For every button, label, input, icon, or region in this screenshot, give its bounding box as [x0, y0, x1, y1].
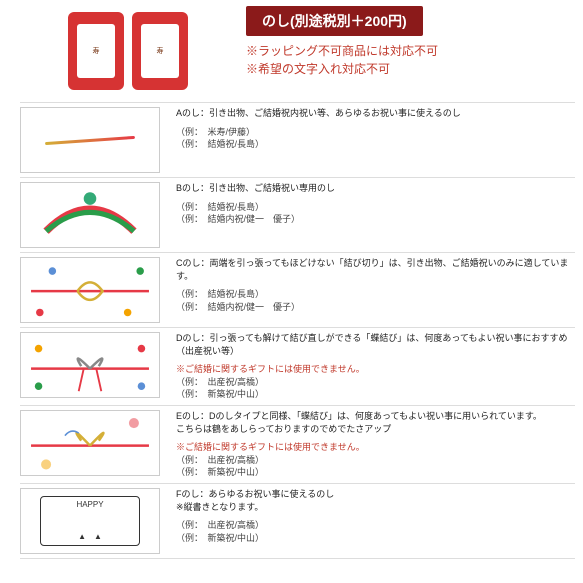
- option-e-ex1: （例： 出産祝/高橋）: [176, 454, 575, 467]
- option-d-ex2: （例： 新築祝/中山）: [176, 388, 575, 401]
- header: 寿 寿 のし(別途税別＋200円) ※ラッピング不可商品には対応不可 ※希望の文…: [0, 0, 583, 100]
- option-a-text: Aのし：引き出物、ご結婚祝内祝い等、あらゆるお祝い事に使えるのし: [176, 107, 575, 120]
- wedding-noshi-icon: [21, 181, 159, 250]
- option-b-desc: Bのし：引き出物、ご結婚祝い専用のし （例： 結婚祝/長島） （例： 結婚内祝/…: [160, 182, 575, 226]
- option-e-warning: ※ご結婚に関するギフトには使用できません。: [176, 441, 575, 454]
- decoration-triangles: ▲ ▲: [78, 531, 102, 542]
- option-f-thumb: HAPPY ▲ ▲: [20, 488, 160, 554]
- option-d-desc: Dのし：引っ張っても解けて結び直しができる「蝶結び」は、何度あってもよい祝い事に…: [160, 332, 575, 401]
- option-a: Aのし：引き出物、ご結婚祝内祝い等、あらゆるお祝い事に使えるのし （例： 米寿/…: [20, 102, 575, 177]
- option-e-thumb: [20, 410, 160, 476]
- price-badge: のし(別途税別＋200円): [246, 6, 423, 36]
- option-a-ex1: （例： 米寿/伊藤）: [176, 126, 575, 139]
- option-e-desc: Eのし：Dのしタイプと同様、「蝶結び」は、何度あってもよい祝い事に用いられていま…: [160, 410, 575, 479]
- option-a-thumb: [20, 107, 160, 173]
- option-c-text: Cのし：両端を引っ張ってもほどけない「結び切り」は、引き出物、ご結婚祝いのみに適…: [176, 257, 575, 282]
- option-a-ex2: （例： 結婚祝/長島）: [176, 138, 575, 151]
- happy-label: HAPPY: [76, 500, 103, 509]
- product-photo: 寿 寿: [28, 6, 228, 96]
- musubi-kiri-icon: [45, 139, 135, 142]
- gift-box-left-label: 寿: [77, 24, 115, 78]
- option-c-ex1: （例： 結婚祝/長島）: [176, 288, 575, 301]
- option-b-text: Bのし：引き出物、ご結婚祝い専用のし: [176, 182, 575, 195]
- happy-frame-icon: HAPPY ▲ ▲: [40, 496, 140, 546]
- option-b-ex2: （例： 結婚内祝/健一 優子）: [176, 213, 575, 226]
- option-e-text: Eのし：Dのしタイプと同様、「蝶結び」は、何度あってもよい祝い事に用いられていま…: [176, 410, 575, 435]
- option-e-ex2: （例： 新築祝/中山）: [176, 466, 575, 479]
- noshi-options-list: Aのし：引き出物、ご結婚祝内祝い等、あらゆるお祝い事に使えるのし （例： 米寿/…: [0, 100, 583, 567]
- gift-box-left: 寿: [68, 12, 124, 90]
- choumusubi-crane-icon: [21, 408, 159, 477]
- option-f-ex2: （例： 新築祝/中山）: [176, 532, 575, 545]
- warning-2: ※希望の文字入れ対応不可: [246, 60, 575, 78]
- warning-1: ※ラッピング不可商品には対応不可: [246, 42, 575, 60]
- choumusubi-icon: [21, 331, 159, 400]
- option-d: Dのし：引っ張っても解けて結び直しができる「蝶結び」は、何度あってもよい祝い事に…: [20, 327, 575, 405]
- option-b-thumb: [20, 182, 160, 248]
- option-b: Bのし：引き出物、ご結婚祝い専用のし （例： 結婚祝/長島） （例： 結婚内祝/…: [20, 177, 575, 252]
- musubikiri-icon: [21, 256, 159, 325]
- option-f: HAPPY ▲ ▲ Fのし：あらゆるお祝い事に使えるのし ※縦書きとなります。 …: [20, 483, 575, 559]
- option-d-thumb: [20, 332, 160, 398]
- option-f-desc: Fのし：あらゆるお祝い事に使えるのし ※縦書きとなります。 （例： 出産祝/高橋…: [160, 488, 575, 544]
- gift-box-right: 寿: [132, 12, 188, 90]
- option-a-desc: Aのし：引き出物、ご結婚祝内祝い等、あらゆるお祝い事に使えるのし （例： 米寿/…: [160, 107, 575, 151]
- option-d-text: Dのし：引っ張っても解けて結び直しができる「蝶結び」は、何度あってもよい祝い事に…: [176, 332, 575, 357]
- option-e: Eのし：Dのしタイプと同様、「蝶結び」は、何度あってもよい祝い事に用いられていま…: [20, 405, 575, 483]
- option-c-thumb: [20, 257, 160, 323]
- option-f-ex1: （例： 出産祝/高橋）: [176, 519, 575, 532]
- option-c: Cのし：両端を引っ張ってもほどけない「結び切り」は、引き出物、ご結婚祝いのみに適…: [20, 252, 575, 327]
- gift-box-right-label: 寿: [141, 24, 179, 78]
- option-b-ex1: （例： 結婚祝/長島）: [176, 201, 575, 214]
- option-c-ex2: （例： 結婚内祝/健一 優子）: [176, 301, 575, 314]
- option-d-ex1: （例： 出産祝/高橋）: [176, 376, 575, 389]
- option-f-text: Fのし：あらゆるお祝い事に使えるのし ※縦書きとなります。: [176, 488, 575, 513]
- option-d-warning: ※ご結婚に関するギフトには使用できません。: [176, 363, 575, 376]
- option-c-desc: Cのし：両端を引っ張ってもほどけない「結び切り」は、引き出物、ご結婚祝いのみに適…: [160, 257, 575, 313]
- header-text: のし(別途税別＋200円) ※ラッピング不可商品には対応不可 ※希望の文字入れ対…: [228, 6, 575, 78]
